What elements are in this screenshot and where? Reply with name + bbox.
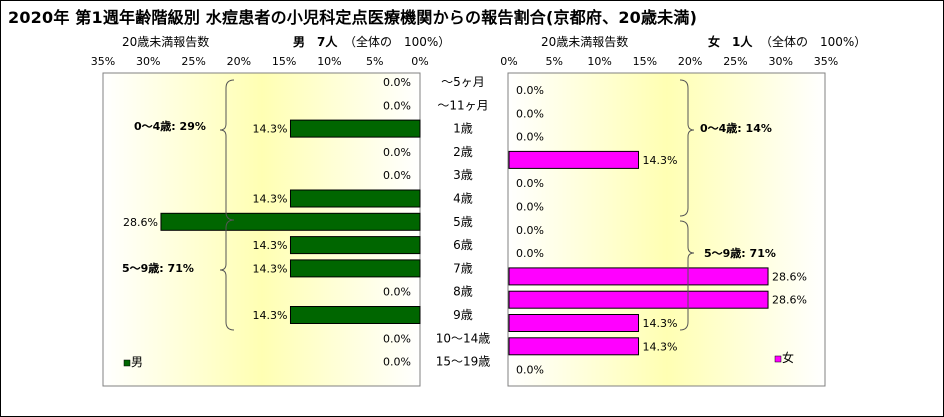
- age-category-label: 7歳: [453, 261, 473, 275]
- female-value-label: 0.0%: [516, 131, 544, 144]
- bracket-female-0-4: [679, 79, 695, 217]
- legend-male-label: 男: [131, 355, 143, 369]
- left-total-label: （全体の 100%）: [344, 35, 451, 49]
- right-tick-label: 35%: [814, 55, 838, 68]
- right-tick-label: 5%: [546, 55, 563, 68]
- male-value-label: 14.3%: [253, 239, 288, 252]
- age-category-label: ～5ヶ月: [441, 75, 485, 89]
- female-value-label: 28.6%: [772, 270, 807, 283]
- male-value-label: 0.0%: [383, 286, 411, 299]
- bracket-label-male-0-4: 0～4歳: 29%: [134, 119, 206, 133]
- right-group-label: 女 1人: [708, 35, 753, 49]
- female-value-label: 14.3%: [643, 340, 678, 353]
- age-category-label: ～11ヶ月: [437, 98, 488, 112]
- age-category-label: 4歳: [453, 192, 473, 206]
- right-tick-label: 20%: [678, 55, 702, 68]
- right-tick-label: 15%: [633, 55, 657, 68]
- male-value-label: 0.0%: [383, 169, 411, 182]
- female-value-label: 14.3%: [643, 317, 678, 330]
- female-bar: [508, 290, 769, 309]
- left-tick-label: 0%: [411, 55, 428, 68]
- male-value-label: 0.0%: [383, 99, 411, 112]
- right-tick-label: 30%: [768, 55, 792, 68]
- left-group-label: 男 7人: [293, 35, 338, 49]
- bracket-label-female-5-9: 5～9歳: 71%: [704, 246, 776, 260]
- chart-title: 2020年 第1週年齢階級別 水痘患者の小児科定点医療機関からの報告割合(京都府…: [8, 8, 698, 27]
- left-tick-label: 5%: [366, 55, 383, 68]
- bracket-label-female-0-4: 0～4歳: 14%: [700, 121, 772, 135]
- right-tick-label: 10%: [587, 55, 611, 68]
- male-value-label: 14.3%: [253, 262, 288, 275]
- male-value-label: 0.0%: [383, 356, 411, 369]
- right-plot-area: [507, 72, 826, 387]
- male-bar: [289, 119, 421, 138]
- age-category-label: 8歳: [453, 285, 473, 299]
- male-value-label: 0.0%: [383, 332, 411, 345]
- age-category-label: 10～14歳: [436, 331, 491, 345]
- female-bar: [508, 150, 640, 169]
- female-value-label: 0.0%: [516, 364, 544, 377]
- bracket-male-5-9: [219, 219, 235, 331]
- age-category-label: 2歳: [453, 145, 473, 159]
- age-category-label: 3歳: [453, 168, 473, 182]
- male-value-label: 0.0%: [383, 76, 411, 89]
- left-tick-label: 20%: [227, 55, 251, 68]
- male-bar: [289, 259, 421, 278]
- male-value-label: 0.0%: [383, 146, 411, 159]
- bracket-female-5-9: [679, 220, 695, 331]
- female-bar: [508, 267, 769, 286]
- male-value-label: 14.3%: [253, 309, 288, 322]
- male-bar: [289, 236, 421, 255]
- right-total-label: （全体の 100%）: [760, 35, 867, 49]
- female-value-label: 0.0%: [516, 84, 544, 97]
- left-tick-label: 30%: [136, 55, 160, 68]
- female-value-label: 0.0%: [516, 201, 544, 214]
- age-category-label: 5歳: [453, 215, 473, 229]
- legend-female-label: 女: [782, 350, 794, 365]
- right-tick-label: 0%: [500, 55, 517, 68]
- bracket-male-0-4: [219, 79, 235, 221]
- age-category-label: 9歳: [453, 308, 473, 322]
- left-axis-label: 20歳未満報告数: [122, 35, 210, 49]
- female-value-label: 0.0%: [516, 224, 544, 237]
- female-value-label: 0.0%: [516, 177, 544, 190]
- female-bar: [508, 314, 640, 332]
- female-value-label: 0.0%: [516, 247, 544, 260]
- left-tick-label: 35%: [91, 55, 115, 68]
- male-value-label: 14.3%: [253, 123, 288, 136]
- left-tick-label: 25%: [181, 55, 205, 68]
- left-tick-label: 15%: [272, 55, 296, 68]
- bracket-label-male-5-9: 5～9歳: 71%: [122, 261, 194, 275]
- age-category-label: 6歳: [453, 238, 473, 252]
- left-tick-label: 10%: [317, 55, 341, 68]
- female-bar: [508, 337, 640, 356]
- male-value-label: 28.6%: [123, 216, 158, 229]
- female-value-label: 14.3%: [643, 154, 678, 167]
- legend-male-swatch: [123, 359, 131, 367]
- female-value-label: 28.6%: [772, 294, 807, 307]
- age-category-label: 1歳: [453, 122, 473, 136]
- male-bar: [289, 189, 421, 208]
- legend-female-swatch: [774, 355, 782, 363]
- age-category-label: 15～19歳: [436, 355, 491, 369]
- male-value-label: 14.3%: [253, 193, 288, 206]
- right-axis-label: 20歳未満報告数: [541, 35, 629, 49]
- male-bar: [289, 306, 421, 324]
- female-value-label: 0.0%: [516, 107, 544, 120]
- right-tick-label: 25%: [723, 55, 747, 68]
- male-bar: [160, 212, 421, 231]
